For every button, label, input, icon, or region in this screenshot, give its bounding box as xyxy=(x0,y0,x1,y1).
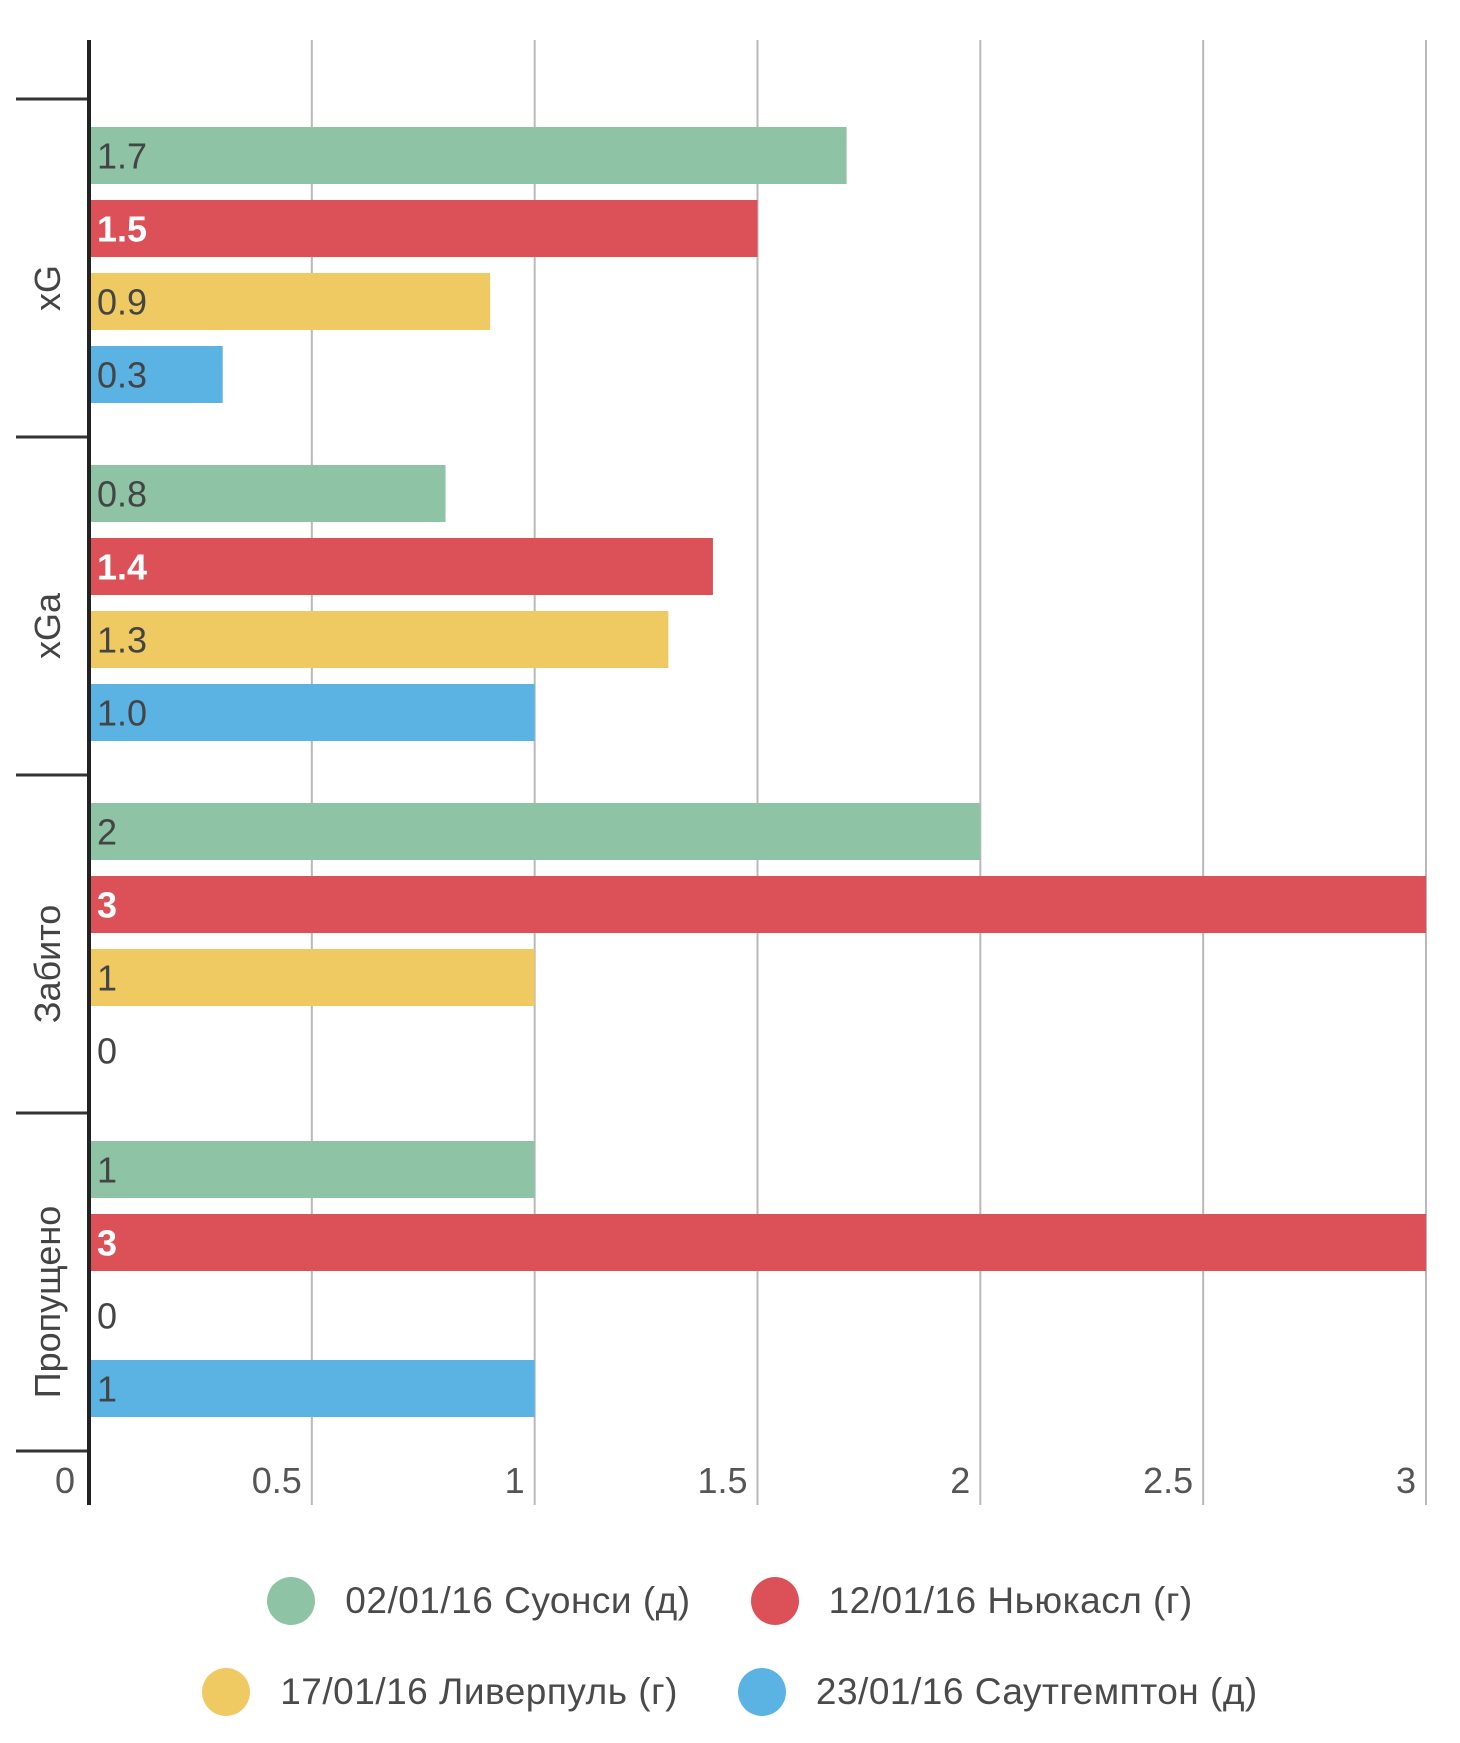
x-tick-label-2: 1 xyxy=(505,1460,525,1501)
data-label-2-2: 1 xyxy=(97,958,117,999)
bar-1-3 xyxy=(89,684,535,741)
category-label-3: Пропущено xyxy=(27,1206,68,1399)
axes-layer: 0 0.5 1 1.5 2 2.5 3 xG xGa Забито Пропущено xyxy=(16,40,1416,1505)
legend-swatch-newcastle xyxy=(750,1577,799,1625)
legend-label-newcastle: 12/01/16 Ньюкасл (г) xyxy=(828,1580,1193,1621)
legend-item-liverpool[interactable]: 17/01/16 Ливерпуль (г) xyxy=(202,1668,678,1716)
data-label-0-1: 1.5 xyxy=(97,209,147,250)
x-tick-label-1: 0.5 xyxy=(252,1460,302,1501)
x-tick-label-5: 2.5 xyxy=(1143,1460,1193,1501)
data-label-1-1: 1.4 xyxy=(97,547,147,588)
x-tick-label-6: 3 xyxy=(1396,1460,1416,1501)
bar-2-0 xyxy=(89,803,981,860)
legend-row-1: 02/01/16 Суонси (д) 12/01/16 Ньюкасл (г) xyxy=(0,1577,1460,1625)
category-label-2: Забито xyxy=(27,905,68,1024)
bar-1-1 xyxy=(89,538,713,595)
bar-3-1 xyxy=(89,1214,1426,1271)
legend-item-newcastle[interactable]: 12/01/16 Ньюкасл (г) xyxy=(750,1577,1193,1625)
bar-2-1 xyxy=(89,876,1426,933)
legend-label-swansea: 02/01/16 Суонси (д) xyxy=(345,1580,691,1621)
bar-0-2 xyxy=(89,273,491,330)
x-tick-label-0: 0 xyxy=(55,1460,75,1501)
data-label-0-2: 0.9 xyxy=(97,282,147,323)
legend-label-southampton: 23/01/16 Саутгемптон (д) xyxy=(815,1671,1258,1712)
bar-1-2 xyxy=(89,611,669,668)
data-label-1-0: 0.8 xyxy=(97,474,147,515)
bar-1-0 xyxy=(89,465,446,522)
data-label-1-2: 1.3 xyxy=(97,620,147,661)
bar-2-2 xyxy=(89,949,535,1006)
legend-label-liverpool: 17/01/16 Ливерпуль (г) xyxy=(280,1671,678,1712)
category-label-0: xG xyxy=(27,265,68,311)
bar-0-3 xyxy=(89,346,223,403)
legend-swatch-southampton xyxy=(737,1668,786,1716)
bars-layer xyxy=(89,127,1426,1417)
grid-lines xyxy=(310,40,1427,1505)
data-labels-layer: 1.7 1.5 0.9 0.3 0.8 1.4 1.3 1.0 2 3 1 0 1 3 0 1 xyxy=(97,136,147,1410)
data-label-0-0: 1.7 xyxy=(97,136,147,177)
data-label-1-3: 1.0 xyxy=(97,693,147,734)
data-label-2-1: 3 xyxy=(97,885,117,926)
data-label-0-3: 0.3 xyxy=(97,355,147,396)
legend-item-southampton[interactable]: 23/01/16 Саутгемптон (д) xyxy=(737,1668,1258,1716)
data-label-3-3: 1 xyxy=(97,1369,117,1410)
legend-swatch-swansea xyxy=(267,1577,316,1625)
data-label-3-1: 3 xyxy=(97,1223,117,1264)
data-label-2-3: 0 xyxy=(97,1031,117,1072)
legend-swatch-liverpool xyxy=(202,1668,251,1716)
bar-0-1 xyxy=(89,200,758,257)
bar-0-0 xyxy=(89,127,847,184)
x-tick-label-4: 2 xyxy=(950,1460,970,1501)
legend-row-2: 17/01/16 Ливерпуль (г) 23/01/16 Саутгемп… xyxy=(0,1668,1460,1716)
bar-3-3 xyxy=(89,1360,535,1417)
x-tick-label-3: 1.5 xyxy=(697,1460,747,1501)
category-label-1: xGa xyxy=(27,592,68,659)
data-label-2-0: 2 xyxy=(97,812,117,853)
data-label-3-2: 0 xyxy=(97,1296,117,1337)
data-label-3-0: 1 xyxy=(97,1150,117,1191)
bar-3-0 xyxy=(89,1141,535,1198)
legend-item-swansea[interactable]: 02/01/16 Суонси (д) xyxy=(267,1577,690,1625)
